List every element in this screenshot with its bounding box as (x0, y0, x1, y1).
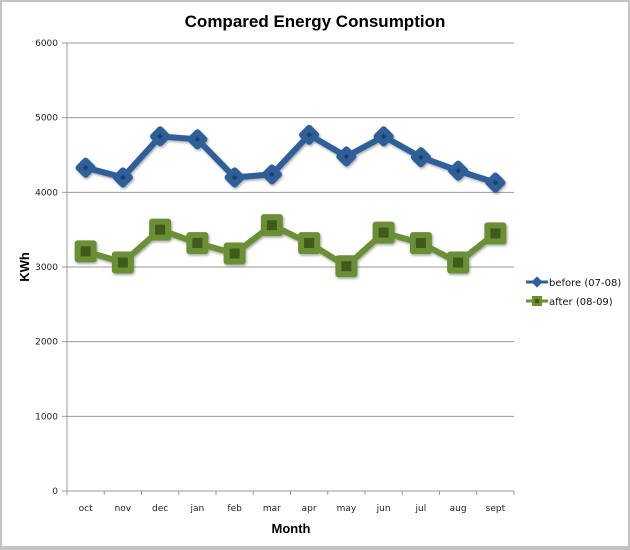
y-tick-label: 0 (52, 487, 58, 497)
y-axis-ticks: 0 1000 2000 3000 4000 5000 6000 (35, 39, 67, 497)
x-tick-label: nov (115, 504, 132, 514)
x-tick-label: jul (415, 504, 427, 514)
legend-label: before (07-08) (549, 278, 621, 289)
chart-title: Compared Energy Consumption (185, 12, 446, 31)
data-point-center (380, 133, 387, 140)
data-point-center (415, 238, 426, 249)
data-point-center (266, 220, 277, 231)
data-point-center (194, 136, 201, 143)
x-tick-label: dec (152, 504, 168, 514)
series-line (84, 222, 498, 270)
data-point-center (231, 174, 238, 181)
y-tick-label: 2000 (35, 338, 58, 348)
data-point-center (378, 227, 389, 238)
series-group (74, 124, 507, 278)
data-point-center (157, 133, 163, 140)
data-point-center (192, 238, 203, 249)
gridlines (67, 42, 514, 417)
y-tick-label: 4000 (35, 188, 58, 198)
legend-item: after (08-09) (526, 296, 613, 308)
data-point-center (306, 132, 312, 138)
data-point-center (343, 153, 350, 160)
legend-marker-center (535, 299, 539, 303)
data-point-center (341, 261, 352, 272)
data-point-center (155, 224, 166, 235)
x-tick-label: oct (79, 504, 93, 514)
data-point-center (80, 246, 91, 257)
data-point-center (490, 228, 501, 239)
legend: before (07-08) after (08-09) (526, 276, 621, 308)
data-point-center (117, 257, 128, 268)
data-point-center (229, 248, 240, 259)
y-tick-label: 1000 (35, 412, 58, 422)
series-after (74, 214, 507, 278)
data-point-center (304, 238, 315, 249)
legend-marker-diamond (531, 276, 543, 288)
y-tick-label: 3000 (35, 263, 58, 273)
y-tick-label: 6000 (35, 39, 58, 49)
data-point-center (453, 257, 464, 268)
data-point-center (269, 171, 275, 178)
y-tick-label: 5000 (35, 114, 58, 124)
x-tick-label: jun (376, 504, 391, 514)
data-point-center (120, 174, 126, 181)
legend-item: before (07-08) (526, 276, 621, 289)
x-tick-label: jan (190, 504, 205, 514)
data-point-center (418, 154, 424, 161)
series-before (75, 124, 506, 193)
x-tick-label: aug (450, 504, 467, 514)
y-axis-title: KWh (17, 252, 32, 282)
data-point-center (492, 179, 499, 186)
x-tick-label: feb (227, 504, 242, 514)
x-tick-label: apr (302, 504, 317, 514)
x-axis-title: Month (272, 521, 311, 536)
data-point-center (82, 164, 89, 171)
x-tick-label: mar (263, 504, 281, 514)
x-axis-ticks: oct nov dec jan feb mar apr may jun jul aug sept (66, 491, 515, 514)
series-line (84, 131, 497, 186)
legend-label: after (08-09) (549, 297, 613, 308)
data-point-center (455, 167, 461, 174)
x-tick-label: sept (486, 504, 506, 514)
x-tick-label: may (337, 504, 357, 514)
